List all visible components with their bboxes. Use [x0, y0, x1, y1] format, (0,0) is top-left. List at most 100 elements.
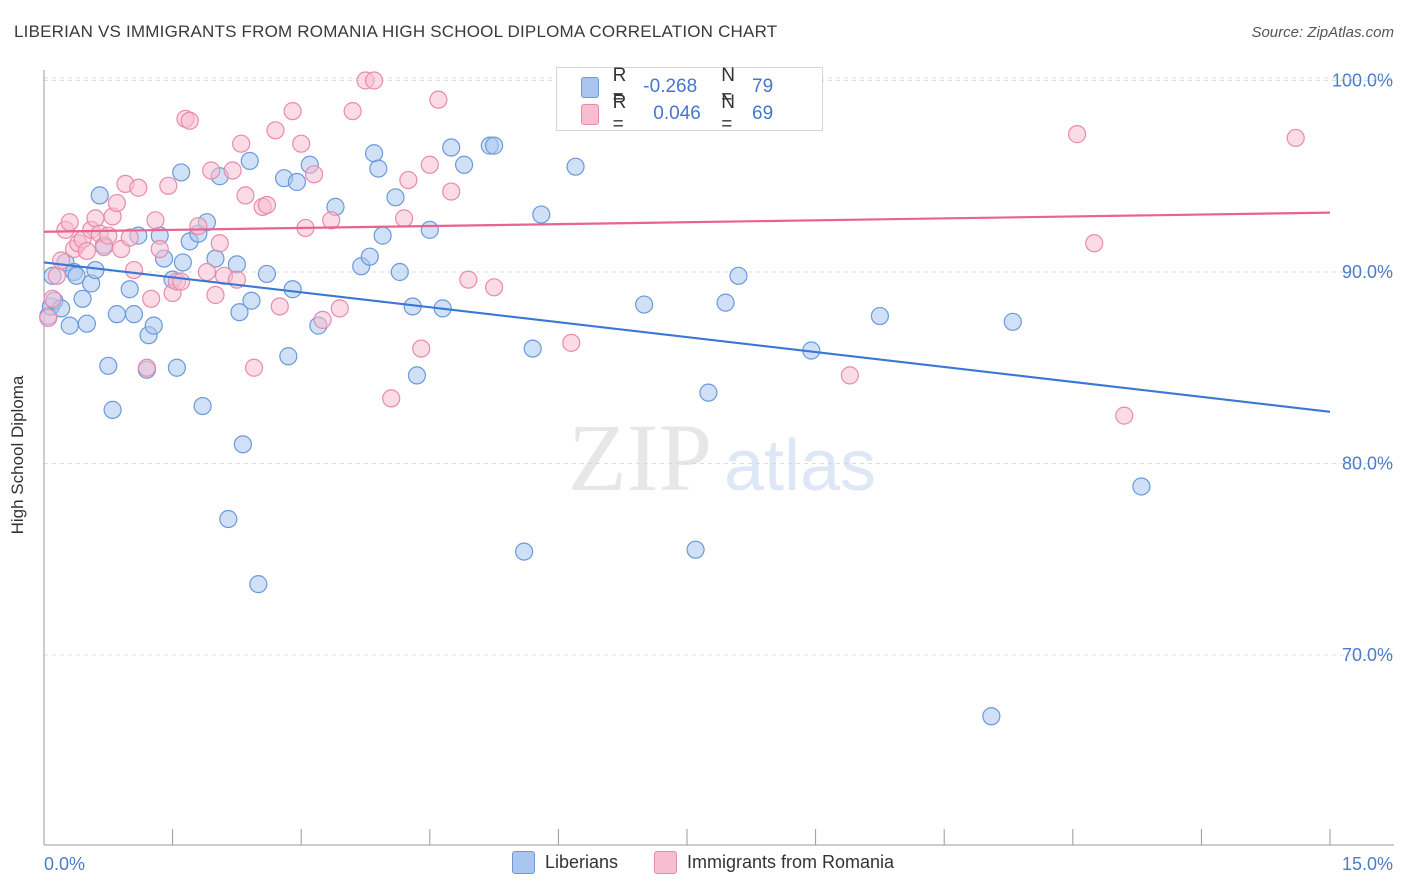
point-liberians	[686, 540, 705, 559]
point-liberians	[257, 264, 277, 284]
point-liberians	[107, 305, 126, 324]
r-label: R =	[612, 65, 627, 108]
watermark-zip: ZIP	[568, 404, 712, 511]
point-liberians	[485, 136, 504, 155]
point-romania	[236, 186, 255, 205]
point-romania	[223, 161, 242, 180]
point-romania	[394, 209, 414, 228]
point-liberians	[173, 253, 192, 272]
y-tick-label: 70.0%	[1342, 645, 1393, 665]
point-liberians	[532, 205, 551, 224]
point-romania	[1115, 406, 1134, 425]
point-romania	[129, 178, 148, 197]
point-liberians	[360, 247, 379, 266]
point-romania	[172, 272, 191, 291]
point-liberians	[283, 280, 302, 299]
point-liberians	[279, 347, 298, 366]
r-value: -0.268	[643, 76, 698, 97]
point-romania	[399, 170, 418, 190]
point-liberians	[233, 435, 253, 454]
point-liberians	[729, 266, 748, 285]
r-value: 0.046	[653, 103, 701, 124]
legend-swatch-pink	[581, 103, 599, 125]
point-liberians	[635, 295, 654, 314]
point-liberians	[172, 163, 191, 182]
legend-row-liberians: R = -0.268 N = 79	[581, 65, 822, 108]
point-liberians	[144, 316, 163, 335]
point-romania	[146, 211, 165, 230]
point-liberians	[193, 396, 212, 416]
stats-legend: R = -0.268 N = 79 R = 0.046 N = 69	[556, 65, 823, 135]
trend-line-liberians	[43, 261, 1331, 413]
point-romania	[244, 358, 264, 377]
point-romania	[202, 161, 221, 180]
point-romania	[60, 213, 79, 232]
point-liberians	[407, 366, 427, 385]
point-liberians	[386, 188, 405, 207]
point-romania	[257, 195, 277, 215]
x-tick-label: 0.0%	[44, 854, 85, 874]
legend-swatch-blue	[511, 851, 535, 874]
point-liberians	[120, 280, 139, 299]
point-liberians	[77, 314, 96, 333]
legend-label: Liberians	[544, 852, 618, 872]
y-tick-label: 90.0%	[1342, 262, 1393, 282]
y-axis-label: High School Diploma	[8, 375, 27, 535]
point-liberians	[515, 542, 534, 561]
point-romania	[197, 262, 216, 282]
point-romania	[459, 270, 478, 289]
n-label: N =	[721, 92, 736, 135]
point-liberians	[420, 220, 439, 239]
n-value: 79	[752, 76, 774, 97]
point-romania	[180, 111, 199, 130]
point-romania	[77, 241, 96, 261]
point-romania	[210, 234, 229, 253]
point-liberians	[103, 400, 122, 419]
point-liberians	[287, 172, 307, 192]
n-label: N =	[721, 65, 736, 108]
point-liberians	[230, 303, 249, 322]
point-romania	[120, 228, 139, 247]
point-romania	[159, 176, 178, 195]
legend-row-romania: R = 0.046 N = 69	[581, 92, 822, 135]
n-value: 69	[752, 103, 774, 124]
point-romania	[1085, 234, 1104, 253]
point-romania	[266, 121, 285, 140]
point-liberians	[369, 159, 388, 178]
point-romania	[86, 209, 105, 228]
point-romania	[232, 134, 251, 153]
point-romania	[124, 260, 144, 280]
point-liberians	[240, 151, 259, 171]
point-liberians	[390, 262, 409, 282]
point-romania	[412, 339, 431, 358]
point-liberians	[242, 291, 261, 310]
point-liberians	[90, 186, 109, 205]
point-liberians	[167, 358, 186, 377]
point-liberians	[982, 707, 1001, 726]
point-liberians	[364, 144, 384, 163]
point-romania	[47, 266, 66, 285]
point-liberians	[699, 383, 718, 402]
legend-label: Immigrants from Romania	[686, 852, 895, 872]
point-romania	[1286, 128, 1305, 148]
point-romania	[43, 289, 62, 308]
x-tick-label: 15.0%	[1342, 854, 1393, 874]
point-liberians	[870, 306, 890, 326]
point-romania	[206, 285, 225, 305]
point-liberians	[249, 575, 268, 594]
y-tick-label: 80.0%	[1342, 454, 1393, 474]
point-liberians	[99, 356, 118, 375]
point-liberians	[716, 293, 735, 312]
watermark-atlas: atlas	[724, 426, 876, 506]
point-romania	[189, 216, 208, 236]
legend-item-romania[interactable]: Immigrants from Romania	[653, 851, 895, 874]
point-liberians	[60, 316, 79, 335]
point-romania	[364, 71, 384, 90]
legend-item-liberians[interactable]: Liberians	[511, 851, 618, 874]
point-romania	[562, 333, 581, 352]
series-legend: Liberians Immigrants from Romania	[0, 851, 1406, 874]
point-liberians	[1003, 312, 1022, 331]
point-liberians	[373, 226, 392, 245]
point-romania	[1067, 125, 1087, 144]
point-liberians	[73, 289, 92, 308]
